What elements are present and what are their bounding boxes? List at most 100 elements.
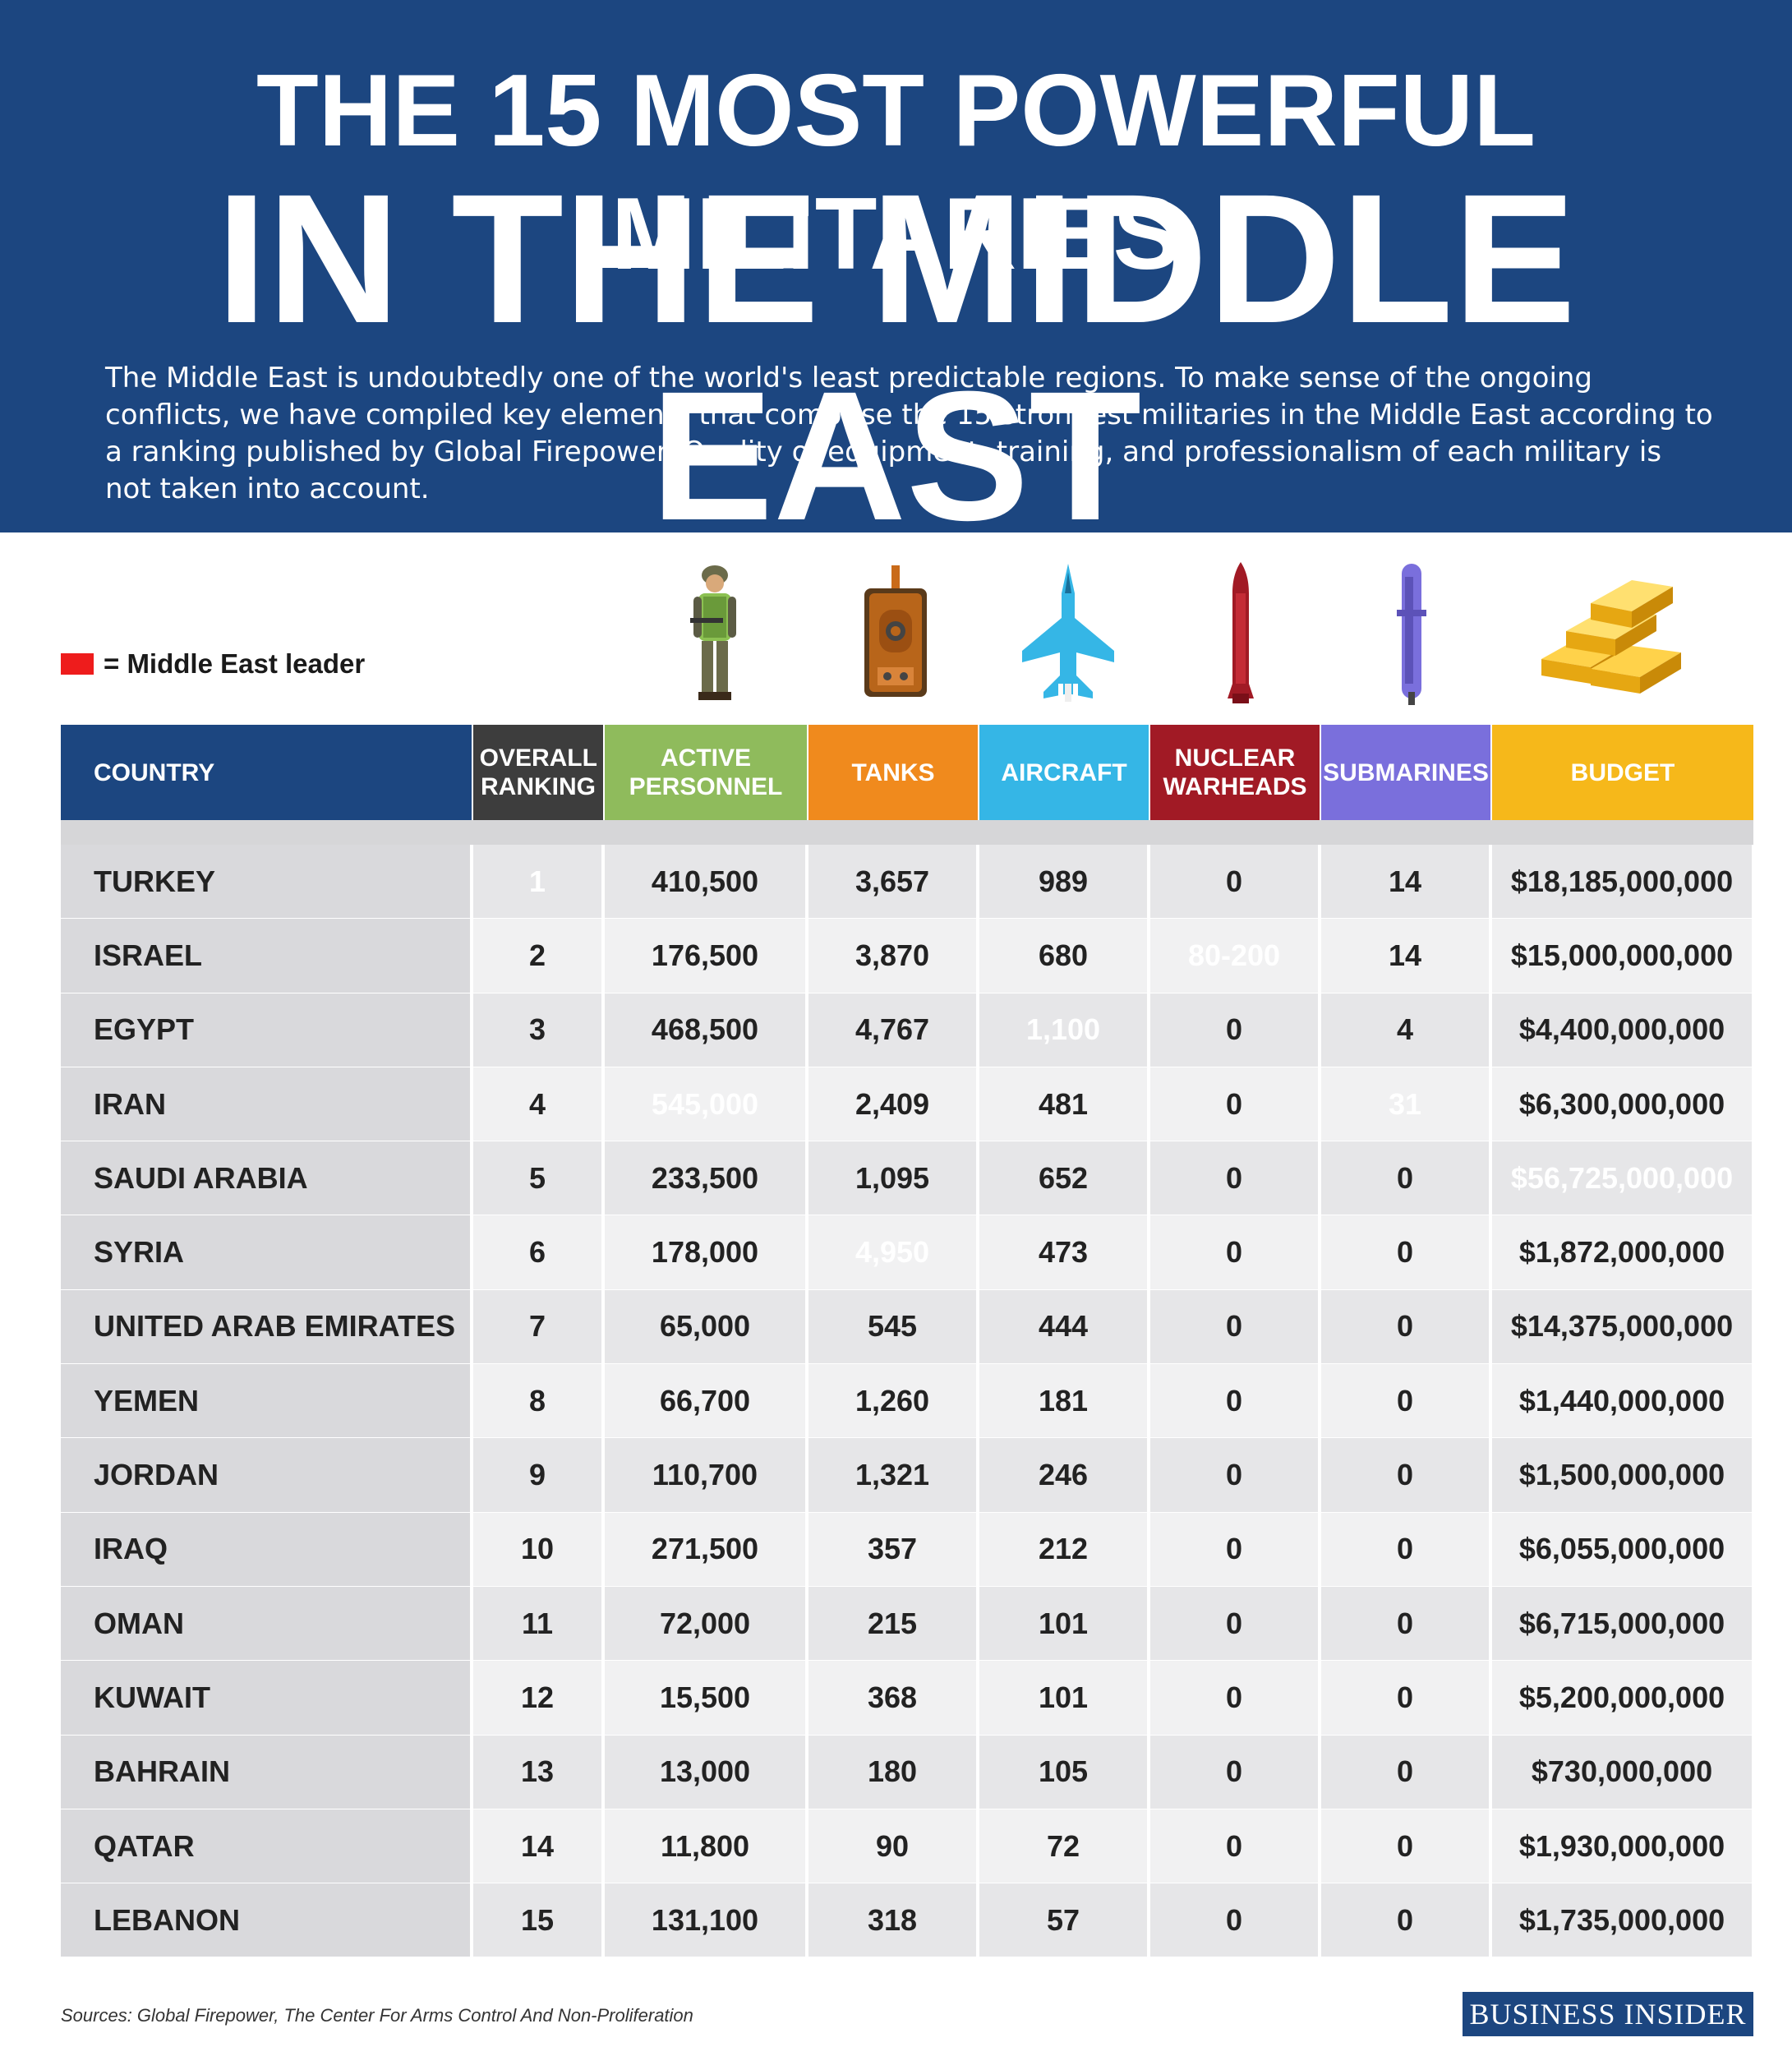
submarines-cell: 0 — [1321, 1215, 1490, 1289]
country-cell: QATAR — [61, 1809, 472, 1883]
ranking-cell: 11 — [473, 1586, 603, 1661]
table-body: TURKEY 1 410,500 3,657 989 0 14 $18,185,000,000… — [61, 845, 1753, 1958]
nuclear-cell: 0 — [1150, 1438, 1320, 1512]
nuclear-cell: 0 — [1150, 1364, 1320, 1438]
country-cell: UNITED ARAB EMIRATES — [61, 1289, 472, 1364]
country-cell: ISRAEL — [61, 919, 472, 993]
submarines-cell: 14 — [1321, 919, 1490, 993]
aircraft-cell: 212 — [979, 1512, 1149, 1586]
aircraft-cell: 473 — [979, 1215, 1149, 1289]
table-row: EGYPT 3 468,500 4,767 1,100 0 4 $4,400,000,000 — [61, 993, 1753, 1067]
table-row: TURKEY 1 410,500 3,657 989 0 14 $18,185,000,000 — [61, 845, 1753, 920]
country-cell: IRAQ — [61, 1512, 472, 1586]
tanks-cell: 3,657 — [808, 845, 978, 919]
budget-cell: $6,300,000,000 — [1492, 1067, 1753, 1141]
aircraft-cell: 444 — [979, 1289, 1149, 1364]
personnel-cell: 110,700 — [605, 1438, 807, 1512]
budget-cell: $1,440,000,000 — [1492, 1364, 1753, 1438]
ranking-cell: 5 — [473, 1141, 603, 1215]
table-row: ISRAEL 2 176,500 3,870 680 80-200 14 $15,000,00… — [61, 919, 1753, 993]
ranking-cell: 7 — [473, 1289, 603, 1364]
ranking-cell: 12 — [473, 1661, 603, 1735]
personnel-cell: 66,700 — [605, 1364, 807, 1438]
header-nuclear: NUCLEAR WARHEADS — [1150, 725, 1320, 820]
personnel-cell: 233,500 — [605, 1141, 807, 1215]
nuclear-cell: 0 — [1150, 1735, 1320, 1809]
nuclear-cell: 0 — [1150, 993, 1320, 1067]
budget-cell: $5,200,000,000 — [1492, 1661, 1753, 1735]
nuclear-cell: 0 — [1150, 1289, 1320, 1364]
table-row: BAHRAIN 13 13,000 180 105 0 0 $730,000,000 — [61, 1735, 1753, 1809]
country-cell: YEMEN — [61, 1364, 472, 1438]
personnel-cell: 65,000 — [605, 1289, 807, 1364]
fighter-jet-icon — [1022, 564, 1114, 702]
tanks-cell: 90 — [808, 1809, 978, 1883]
submarines-cell: 0 — [1321, 1661, 1490, 1735]
budget-cell: $730,000,000 — [1492, 1735, 1753, 1809]
sources-note: Sources: Global Firepower, The Center Fo… — [61, 2005, 693, 2026]
header-submarines: SUBMARINES — [1321, 725, 1490, 820]
nuclear-missile-icon — [1228, 562, 1254, 703]
personnel-cell: 11,800 — [605, 1809, 807, 1883]
ranking-cell: 2 — [473, 919, 603, 993]
personnel-cell: 176,500 — [605, 919, 807, 993]
country-cell: LEBANON — [61, 1883, 472, 1957]
nuclear-cell: 0 — [1150, 1883, 1320, 1957]
tank-icon — [864, 565, 927, 697]
aircraft-cell: 101 — [979, 1661, 1149, 1735]
personnel-cell: 131,100 — [605, 1883, 807, 1957]
tanks-cell: 357 — [808, 1512, 978, 1586]
aircraft-cell: 481 — [979, 1067, 1149, 1141]
table-row: IRAQ 10 271,500 357 212 0 0 $6,055,000,000 — [61, 1512, 1753, 1587]
submarine-icon — [1397, 564, 1426, 705]
header-ranking: OVERALL RANKING — [473, 725, 603, 820]
tanks-cell: 368 — [808, 1661, 978, 1735]
submarines-cell: 0 — [1321, 1883, 1490, 1957]
legend: = Middle East leader — [61, 646, 365, 682]
budget-cell: $6,715,000,000 — [1492, 1586, 1753, 1661]
submarines-cell: 0 — [1321, 1586, 1490, 1661]
ranking-cell: 13 — [473, 1735, 603, 1809]
budget-cell: $14,375,000,000 — [1492, 1289, 1753, 1364]
tanks-cell: 318 — [808, 1883, 978, 1957]
ranking-cell: 4 — [473, 1067, 603, 1141]
tanks-cell: 3,870 — [808, 919, 978, 993]
budget-cell: $4,400,000,000 — [1492, 993, 1753, 1067]
title-line-1: THE 15 MOST POWERFUL MILITARIES — [256, 54, 1536, 291]
budget-cell: $1,500,000,000 — [1492, 1438, 1753, 1512]
budget-cell: $18,185,000,000 — [1492, 845, 1753, 919]
ranking-cell: 3 — [473, 993, 603, 1067]
aircraft-cell: 652 — [979, 1141, 1149, 1215]
budget-cell: $15,000,000,000 — [1492, 919, 1753, 993]
gold-bars-icon — [1541, 580, 1681, 694]
title-line-2: IN THE MIDDLE EAST — [215, 156, 1577, 559]
tanks-cell: 180 — [808, 1735, 978, 1809]
table-row: JORDAN 9 110,700 1,321 246 0 0 $1,500,000,000 — [61, 1438, 1753, 1513]
header-personnel: ACTIVE PERSONNEL — [605, 725, 807, 820]
tanks-cell: 215 — [808, 1586, 978, 1661]
table-row: LEBANON 15 131,100 318 57 0 0 $1,735,000,000 — [61, 1883, 1753, 1958]
ranking-cell: 14 — [473, 1809, 603, 1883]
nuclear-cell: 0 — [1150, 1512, 1320, 1586]
tanks-cell: 545 — [808, 1289, 978, 1364]
country-cell: SYRIA — [61, 1215, 472, 1289]
legend-swatch — [61, 653, 94, 675]
soldier-icon — [690, 565, 736, 700]
ranking-cell: 9 — [473, 1438, 603, 1512]
header-aircraft: AIRCRAFT — [979, 725, 1149, 820]
budget-cell: $56,725,000,000 — [1492, 1141, 1753, 1215]
submarines-cell: 14 — [1321, 845, 1490, 919]
country-cell: OMAN — [61, 1586, 472, 1661]
table-row: SAUDI ARABIA 5 233,500 1,095 652 0 0 $56,725,00… — [61, 1141, 1753, 1216]
tanks-cell: 4,950 — [808, 1215, 978, 1289]
aircraft-cell: 989 — [979, 845, 1149, 919]
header-band: THE 15 MOST POWERFUL MILITARIES IN THE M… — [0, 0, 1792, 555]
personnel-cell: 72,000 — [605, 1586, 807, 1661]
country-cell: TURKEY — [61, 845, 472, 919]
tanks-cell: 1,321 — [808, 1438, 978, 1512]
country-cell: IRAN — [61, 1067, 472, 1141]
submarines-cell: 0 — [1321, 1735, 1490, 1809]
nuclear-cell: 0 — [1150, 845, 1320, 919]
military-table: COUNTRY OVERALL RANKING ACTIVE PERSONNEL… — [61, 725, 1753, 1958]
